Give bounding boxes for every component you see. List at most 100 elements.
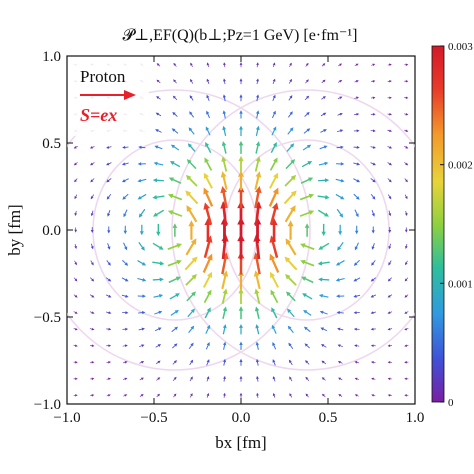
field-arrow: [167, 259, 182, 267]
field-arrow: [254, 185, 262, 209]
field-arrow: [255, 141, 261, 154]
field-arrow: [73, 327, 78, 331]
field-arrow: [170, 309, 179, 316]
field-arrow: [387, 129, 393, 133]
field-arrow: [137, 162, 146, 166]
colorbar: 0 0.001 0.002 0.003: [431, 41, 473, 409]
field-arrow: [90, 162, 95, 166]
field-arrow: [190, 62, 193, 68]
field-arrow: [173, 62, 177, 67]
field-arrow: [138, 310, 146, 315]
field-arrow: [336, 145, 344, 149]
field-arrow: [318, 161, 329, 166]
field-arrow: [371, 377, 376, 381]
field-arrow: [268, 187, 279, 207]
field-arrow: [73, 344, 78, 347]
field-arrow: [320, 344, 327, 348]
field-arrow: [139, 377, 144, 381]
field-arrow: [335, 260, 345, 266]
field-arrow: [404, 360, 409, 364]
y-axis-label: by [fm]: [5, 204, 24, 255]
field-arrow: [354, 394, 359, 397]
field-arrow: [387, 360, 392, 364]
field-arrow: [172, 95, 178, 101]
field-arrow: [286, 308, 295, 318]
field-arrow: [272, 359, 276, 366]
field-arrow: [305, 79, 309, 84]
field-arrow: [138, 145, 146, 149]
field-arrow: [353, 193, 360, 200]
streamlines: [67, 89, 415, 371]
field-arrow: [90, 243, 94, 250]
field-arrow: [300, 177, 314, 184]
field-arrow: [370, 145, 376, 149]
field-arrow: [221, 270, 229, 290]
field-arrow: [121, 294, 129, 298]
field-arrow: [284, 205, 296, 223]
field-arrow: [221, 141, 227, 154]
x-tick-label: 1.0: [406, 410, 425, 426]
field-arrow: [73, 145, 78, 149]
field-arrow: [272, 342, 277, 350]
field-arrow: [74, 210, 78, 216]
field-arrow: [387, 294, 393, 298]
field-arrow: [370, 327, 376, 331]
field-arrow: [155, 129, 162, 133]
field-arrow: [154, 310, 163, 315]
field-arrow: [221, 288, 228, 304]
colorbar-tick-label: 0.002: [448, 160, 473, 172]
field-arrow: [238, 306, 244, 320]
field-arrow: [138, 208, 146, 218]
field-arrow: [288, 342, 294, 350]
field-arrow: [188, 127, 195, 135]
field-arrow: [336, 310, 344, 315]
field-arrow: [321, 360, 327, 365]
field-arrow: [387, 311, 393, 314]
field-arrow: [336, 162, 345, 166]
field-arrow: [206, 392, 210, 398]
field-arrow: [106, 360, 112, 364]
field-arrow: [338, 224, 343, 236]
field-arrow: [269, 253, 280, 273]
field-arrow: [404, 96, 409, 99]
field-arrow: [220, 185, 228, 209]
field-arrow: [90, 210, 94, 217]
field-arrow: [304, 343, 310, 349]
field-arrow: [337, 241, 344, 251]
field-arrow: [155, 344, 162, 348]
field-arrow: [137, 193, 147, 200]
field-arrow: [404, 277, 409, 282]
field-arrow: [189, 111, 194, 118]
field-arrow: [107, 210, 111, 217]
field-arrow: [388, 260, 392, 266]
field-arrow: [172, 376, 177, 381]
field-arrow: [239, 392, 243, 398]
field-arrow: [318, 242, 330, 250]
field-arrow: [74, 260, 77, 266]
x-tick-label: 0.0: [232, 410, 251, 426]
field-arrow: [387, 377, 392, 381]
field-arrow: [302, 144, 312, 151]
field-arrow: [318, 277, 330, 282]
proton-label: Proton: [80, 67, 126, 86]
field-arrow: [321, 96, 326, 100]
field-arrow: [156, 63, 161, 67]
field-arrow: [405, 260, 408, 266]
field-arrow: [223, 392, 226, 398]
field-arrow: [223, 375, 226, 382]
field-arrow: [321, 79, 326, 84]
field-arrow: [90, 360, 95, 364]
field-arrow: [370, 277, 377, 282]
field-arrow: [206, 78, 210, 85]
field-arrow: [206, 359, 210, 366]
field-arrow: [152, 242, 164, 250]
field-arrow: [90, 178, 95, 183]
field-arrow: [205, 126, 211, 136]
field-arrow: [269, 271, 280, 288]
field-arrow: [354, 242, 359, 251]
field-arrow: [74, 178, 78, 183]
field-arrow: [121, 277, 129, 282]
field-arrow: [370, 311, 376, 315]
field-arrow: [299, 210, 315, 217]
field-arrow: [172, 111, 178, 117]
